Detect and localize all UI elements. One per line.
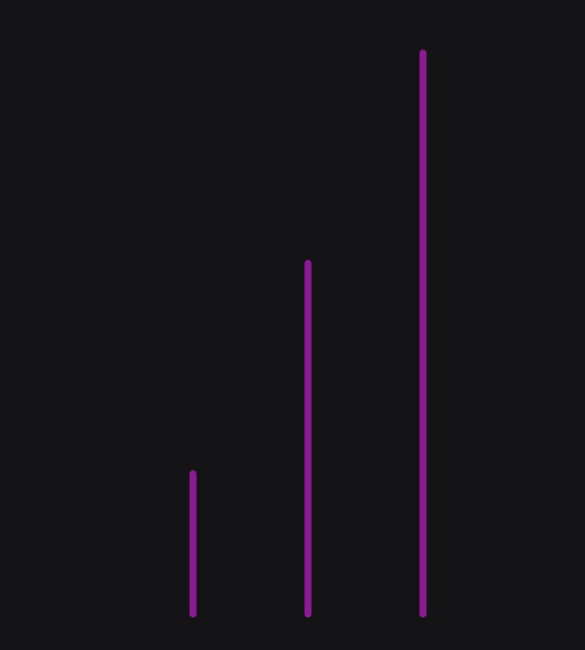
- bars-group: [189, 49, 427, 618]
